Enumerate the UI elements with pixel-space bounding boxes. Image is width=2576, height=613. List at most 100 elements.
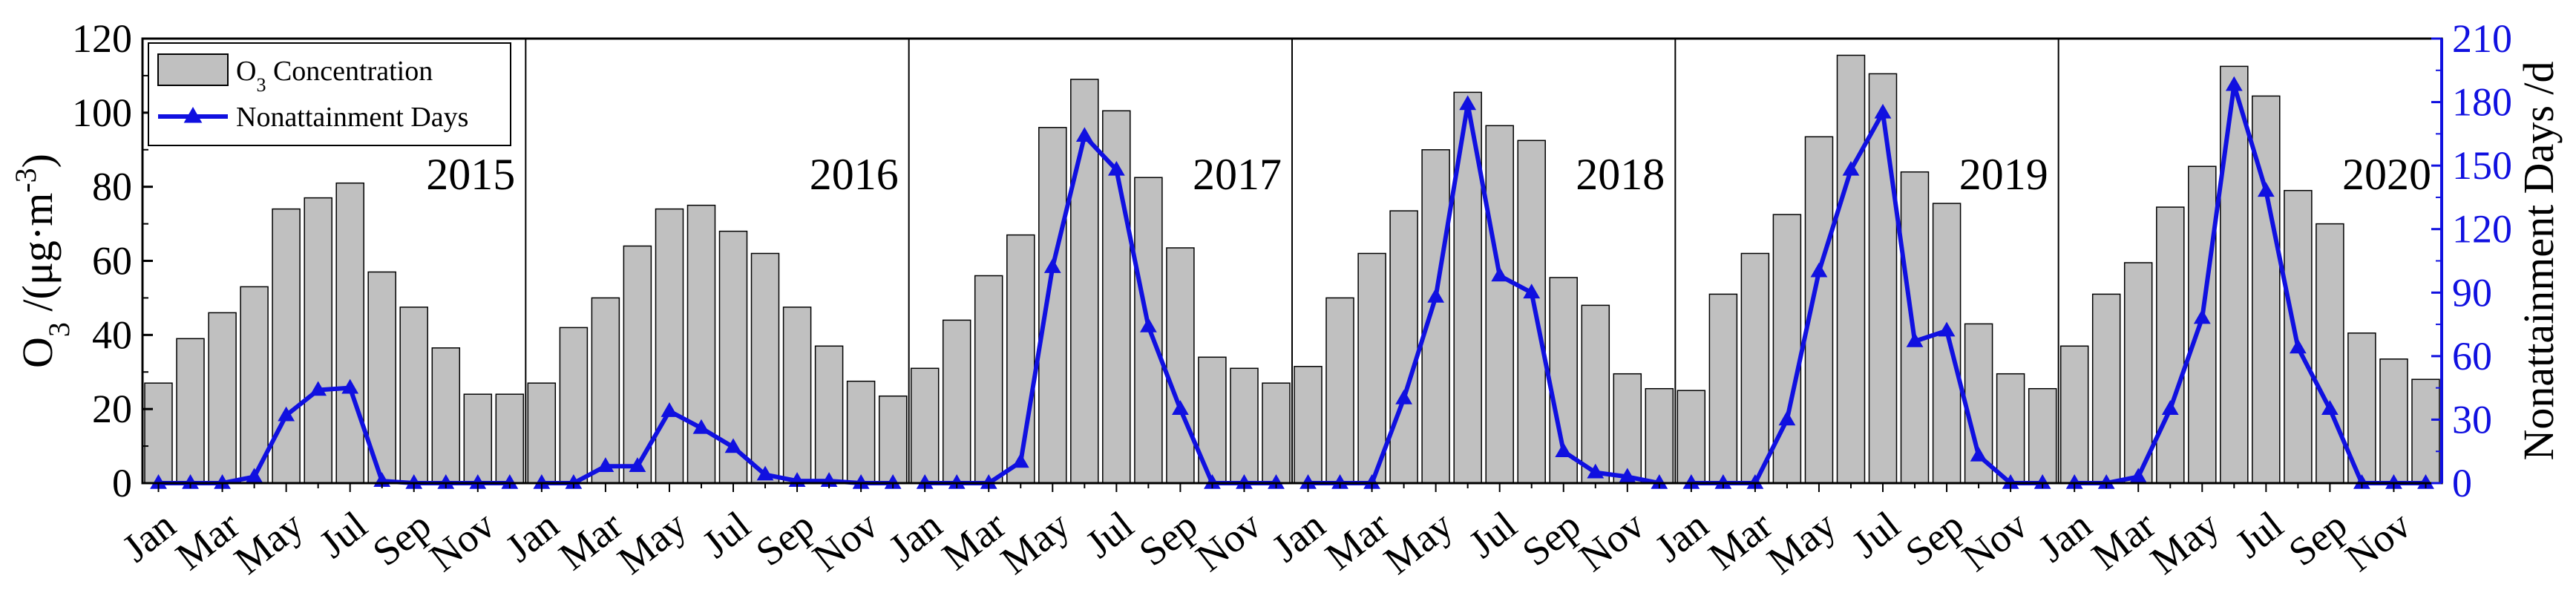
o3-bar [814,345,844,484]
x-tick-label: Jul [1078,502,1142,566]
nonattainment-point [1268,474,1285,489]
nonattainment-point [150,474,167,489]
nonattainment-point [1810,262,1828,278]
o3-bar [942,319,971,484]
nonattainment-point [948,474,966,489]
legend: O3 Concentration Nonattainment Days [148,42,511,146]
o3-bar [2059,345,2089,484]
nonattainment-point [1906,332,1924,347]
o3-bar [1485,125,1514,484]
o3-bar [463,393,493,484]
o3-bar [1740,252,1770,484]
nonattainment-point [1651,474,1668,489]
right-tick-label: 150 [2452,143,2512,188]
right-tick-label: 30 [2452,397,2492,442]
x-tick-label: Jul [2227,502,2292,566]
o3-bar [2091,293,2121,484]
o3-bar [2156,206,2185,484]
nonattainment-point [246,468,263,483]
o3-bar [1294,366,1323,484]
o3-bar [1389,210,1418,484]
nonattainment-point [1938,321,1956,337]
nonattainment-point [437,474,455,489]
nonattainment-point [597,457,614,472]
nonattainment-point [661,402,678,417]
year-label: 2017 [1193,150,1282,199]
o3-bar [176,338,205,484]
nonattainment-point [2321,400,2339,415]
o3-bar [1166,247,1195,484]
nonattainment-point [1523,283,1541,299]
o3-bar [1677,390,1706,484]
nonattainment-point [2097,474,2115,489]
nonattainment-point [2033,474,2051,489]
nonattainment-point [1746,474,1764,489]
nonattainment-point [182,474,199,489]
nonattainment-point [341,378,359,394]
nonattainment-point [1427,287,1445,303]
x-tick-label: Sep [1131,502,1206,574]
x-tick-label: Sep [1514,502,1589,574]
left-tick-label: 80 [92,165,132,209]
x-tick-label: Nov [1571,502,1653,580]
nonattainment-point [2417,474,2434,489]
x-tick-label: Jul [694,502,758,566]
left-tick-label: 60 [92,239,132,283]
plot-area: 2015 2016 2017 2018 2019 2020 [141,37,2443,489]
legend-triangle-marker [183,107,203,123]
o3-bar [527,382,557,484]
nonattainment-point [2257,182,2275,197]
x-tick-label: May [2142,502,2227,583]
nonattainment-point [1139,317,1157,332]
nonattainment-point [756,465,774,481]
o3-bar [208,312,237,484]
x-tick-label: Nov [2337,502,2419,580]
nonattainment-point [1236,474,1253,489]
nonattainment-point [852,474,870,489]
o3-bar [686,204,716,484]
x-tick-label: Sep [1897,502,1972,574]
nonattainment-point [309,381,327,396]
nonattainment-point [1778,410,1796,426]
nonattainment-point [916,474,934,489]
left-tick-label: 120 [72,16,132,61]
left-axis: 0 20 40 60 80 100 120 [72,16,153,505]
nonattainment-point [501,474,519,489]
o3-bar [1932,203,1962,484]
nonattainment-point [980,474,997,489]
o3-bar [1581,304,1610,484]
nonattainment-point [1682,474,1700,489]
nonattainment-point [1587,463,1605,479]
right-tick-label: 180 [2452,80,2512,125]
o3-bar [1996,373,2025,484]
x-tick-label: Jul [1461,502,1525,566]
nonattainment-point [1043,258,1061,273]
o3-bar [1421,149,1450,484]
year-dividers [525,39,2059,483]
legend-bar-label: O3 Concentration [236,56,433,96]
nonattainment-point [1842,160,1860,176]
right-tick-label: 120 [2452,207,2512,252]
o3-bar [910,367,940,484]
nonattainment-point [1491,266,1509,282]
nonattainment-point [565,474,583,489]
x-tick-label: Jul [311,502,376,566]
o3-bar [1230,367,1259,484]
nonattainment-point [405,474,423,489]
right-axis: 0 30 60 90 120 150 180 210 [2431,16,2512,505]
nonattainment-point [214,474,231,489]
o3-bar [782,306,812,484]
nonattainment-point [2353,474,2370,489]
year-labels: 2015 2016 2017 2018 2019 2020 [426,150,2431,199]
left-tick-label: 100 [72,91,132,135]
o3-bar [1708,293,1738,484]
o3-bar [272,208,301,484]
nonattainment-point [1395,389,1412,404]
nonattainment-point [1300,474,1317,489]
nonattainment-point [1874,103,1892,119]
nonattainment-point [1459,95,1477,111]
o3-bar [240,286,269,484]
year-label: 2015 [426,150,515,199]
